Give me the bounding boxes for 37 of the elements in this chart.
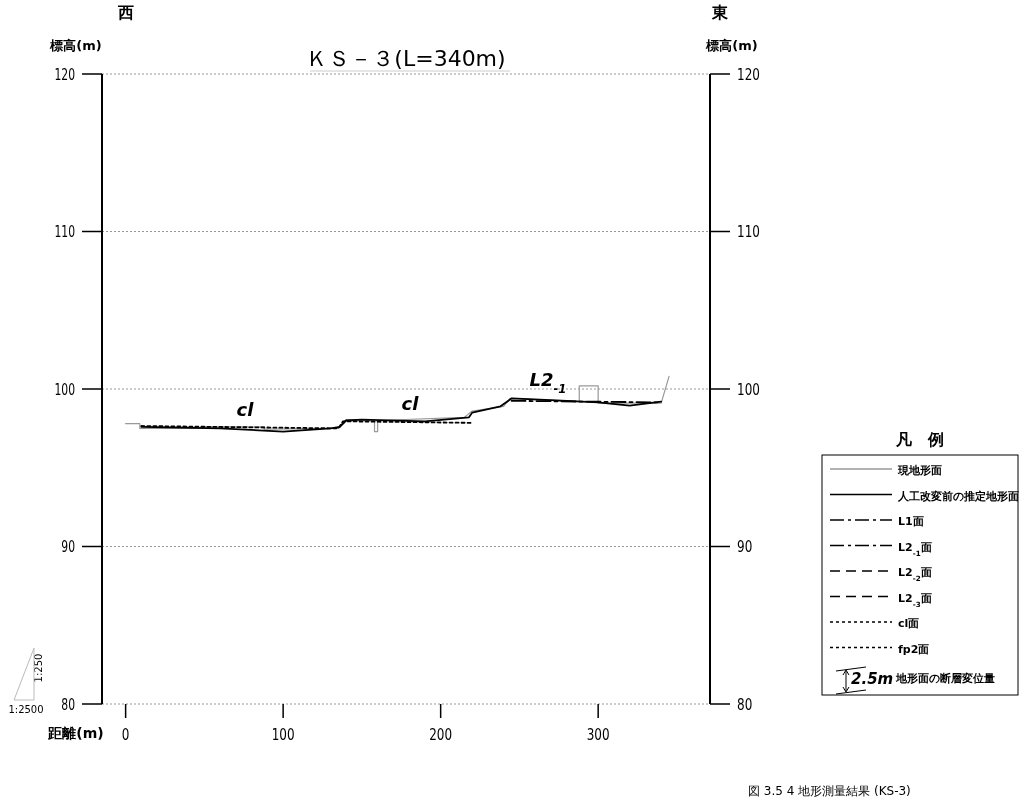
y2-tick-label: 80 — [737, 695, 753, 714]
annotation: cl — [401, 393, 420, 414]
y-tick-label: 80 — [61, 695, 75, 714]
text: 東 — [711, 3, 729, 22]
text: 地形面の断層変位量 — [895, 672, 995, 684]
legend-label: fp2面 — [898, 642, 930, 656]
text: 1:250 — [33, 653, 44, 683]
legend-label: L2$_{-2}$面 — [898, 566, 932, 583]
x-tick-label: 300 — [586, 725, 610, 744]
y2-axis-title: 標高(m) — [705, 38, 758, 53]
text: 人工改変前の推定地形面 — [898, 489, 1019, 503]
annotation: cl — [236, 399, 255, 420]
y-tick-label: 110 — [54, 222, 75, 241]
legend-label: L1面 — [898, 515, 924, 528]
y2-tick-label: 120 — [737, 65, 760, 84]
x-tick-label: 0 — [121, 725, 130, 744]
caption: 図 3.5 4 地形測量結果 (KS-3) — [748, 784, 911, 798]
y2-tick-label: 100 — [737, 380, 760, 399]
text: 2.5m — [851, 670, 894, 688]
chart-title: ＫＳ－３(L=340m) — [306, 46, 506, 71]
y-axis-title: 標高(m) — [49, 38, 102, 53]
text: cl面 — [898, 617, 920, 630]
y-tick-label: 100 — [54, 380, 75, 399]
legend-title: 凡 例 — [895, 430, 944, 449]
text: 現地形面 — [898, 464, 942, 477]
y2-tick-label: 90 — [737, 537, 753, 556]
text: 1:2500 — [8, 704, 44, 715]
legend-label: L2$_{-3}$面 — [898, 591, 932, 608]
annotation: L2$_{-1}$ — [529, 369, 567, 396]
x-tick-label: 100 — [271, 725, 295, 744]
text: 西 — [117, 3, 134, 22]
y2-tick-label: 110 — [737, 222, 760, 241]
y-tick-label: 120 — [54, 65, 75, 84]
text: L2$_{-1}$面 — [898, 540, 932, 557]
y-tick-label: 90 — [61, 537, 75, 556]
x-axis-title: 距離(m) — [47, 725, 104, 741]
x-tick-label: 200 — [429, 725, 453, 744]
